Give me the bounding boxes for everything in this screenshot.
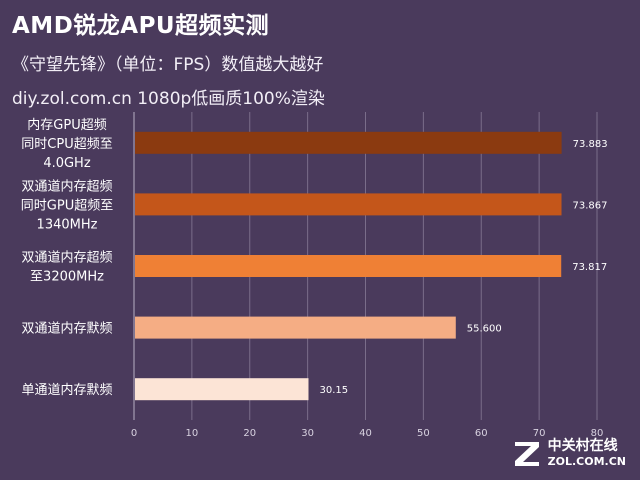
logo-en-text: ZOL.COM.CN <box>547 455 626 468</box>
value-label-0: 73.883 <box>573 139 608 150</box>
category-label-line: 双通道内存超频 <box>21 178 112 194</box>
x-axis-ticks: 0 10 20 30 40 50 60 70 80 <box>131 428 604 439</box>
value-labels: 73.883 73.867 73.817 55.600 30.15 <box>319 139 607 396</box>
x-tick-label: 40 <box>359 428 372 439</box>
category-label-line: 双通道内存默频 <box>21 321 112 337</box>
bar-2 <box>135 255 562 277</box>
bar-1 <box>135 193 562 216</box>
x-tick-label: 20 <box>243 428 256 439</box>
category-label-line: 1340MHz <box>37 217 98 232</box>
category-labels: 内存GPU超频同时CPU超频至 4.0GHz 双通道内存超频同时GPU超频至 1340… <box>21 117 113 398</box>
chart-subtitle: 《守望先锋》（单位：FPS）数值越大越好 <box>12 55 324 75</box>
value-label-3: 55.600 <box>467 324 502 335</box>
x-tick-label: 0 <box>131 428 137 439</box>
chart-source-note: diy.zol.com.cn 1080p低画质100%渲染 <box>12 89 325 109</box>
x-tick-label: 80 <box>591 428 604 439</box>
category-label-3: 双通道内存默频 <box>21 321 112 337</box>
category-label-1: 双通道内存超频同时GPU超频至 1340MHz <box>21 178 113 232</box>
value-label-1: 73.867 <box>573 200 608 211</box>
logo-cn-text: 中关村在线 <box>547 438 618 454</box>
bar-3 <box>135 316 456 339</box>
category-label-4: 单通道内存默频 <box>21 382 112 398</box>
zol-logo-icon <box>514 442 539 466</box>
category-label-line: 内存GPU超频 <box>27 117 106 133</box>
x-tick-label: 60 <box>475 428 488 439</box>
category-label-line: 双通道内存超频 <box>21 250 112 266</box>
x-tick-label: 10 <box>186 428 199 439</box>
value-label-2: 73.817 <box>572 262 607 273</box>
x-tick-label: 70 <box>533 428 546 439</box>
value-label-4: 30.15 <box>319 385 348 396</box>
category-label-line: 单通道内存默频 <box>21 382 112 398</box>
category-label-line: 4.0GHz <box>43 156 91 171</box>
bar-4 <box>135 378 309 401</box>
category-label-2: 双通道内存超频至3200MHz <box>21 250 112 285</box>
zol-logo: 中关村在线 ZOL.COM.CN <box>512 438 626 468</box>
category-label-line: 同时CPU超频至 <box>21 137 112 152</box>
x-tick-label: 50 <box>417 428 430 439</box>
x-tick-label: 30 <box>301 428 314 439</box>
category-label-line: 至3200MHz <box>30 270 104 285</box>
category-label-0: 内存GPU超频同时CPU超频至 4.0GHz <box>21 117 112 171</box>
chart-title: AMD锐龙APU超频实测 <box>12 13 270 39</box>
bar-0 <box>135 131 562 154</box>
bars <box>135 131 562 401</box>
category-label-line: 同时GPU超频至 <box>21 198 113 213</box>
